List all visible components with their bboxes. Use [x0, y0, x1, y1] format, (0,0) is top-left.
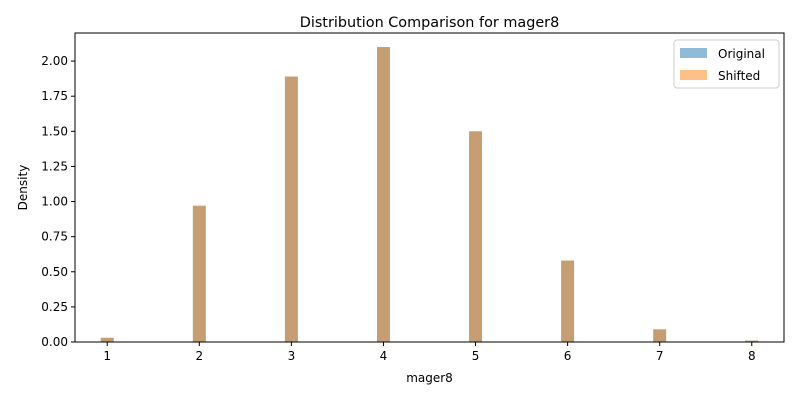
legend-swatch-original [680, 48, 707, 58]
y-tick-label: 0.25 [41, 300, 68, 314]
legend: Original Shifted [673, 39, 780, 89]
y-tick-label: 1.25 [41, 159, 68, 173]
x-tick-label: 6 [564, 349, 572, 363]
y-axis-label: Density [16, 165, 30, 211]
y-tick-label: 1.00 [41, 195, 68, 209]
x-axis-label: mager8 [406, 371, 453, 385]
x-tick-label: 3 [288, 349, 296, 363]
x-tick-label: 8 [748, 349, 756, 363]
x-tick-label: 2 [195, 349, 203, 363]
bar-shifted-4 [377, 47, 390, 342]
x-tick-label: 4 [380, 349, 388, 363]
bar-shifted-3 [284, 76, 298, 343]
x-axis: 1 2 3 4 5 6 7 8 [103, 342, 756, 363]
bar-shifted-6 [561, 260, 575, 342]
legend-label-original: Original [718, 47, 765, 61]
y-tick-label: 0.00 [41, 335, 68, 349]
legend-label-shifted: Shifted [718, 69, 760, 83]
x-tick-label: 1 [103, 349, 111, 363]
legend-swatch-shifted [680, 70, 707, 80]
y-axis: 0.00 0.25 0.50 0.75 1.00 1.25 1.50 1.75 2.00 [41, 54, 75, 349]
chart-title: Distribution Comparison for mager8 [300, 15, 560, 31]
y-tick-label: 0.50 [41, 265, 68, 279]
y-tick-label: 0.75 [41, 230, 68, 244]
bar-shifted-1 [100, 337, 114, 342]
x-tick-label: 5 [472, 349, 480, 363]
bars-layer [100, 47, 759, 343]
bar-shifted-8 [745, 340, 759, 342]
bar-shifted-7 [653, 329, 667, 342]
y-tick-label: 2.00 [41, 54, 68, 68]
y-tick-label: 1.75 [41, 89, 68, 103]
plot-frame [74, 32, 785, 343]
y-tick-label: 1.50 [41, 124, 68, 138]
bar-shifted-2 [192, 205, 206, 342]
x-tick-label: 7 [656, 349, 664, 363]
bar-shifted-5 [469, 131, 482, 342]
